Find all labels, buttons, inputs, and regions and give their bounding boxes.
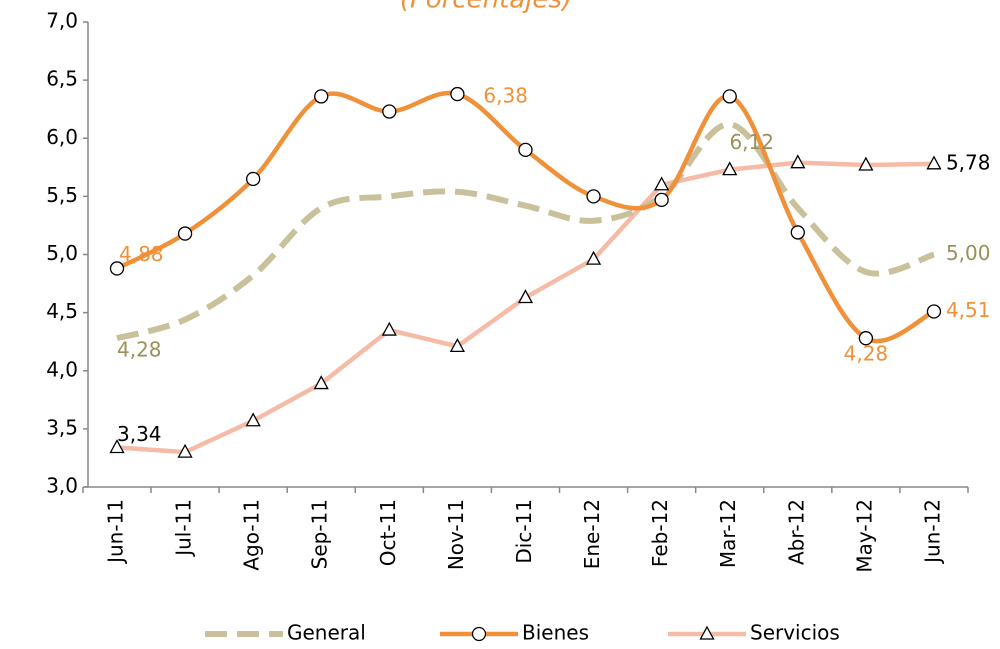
x-tick-label: Jul-11 xyxy=(172,499,196,558)
data-label: 3,34 xyxy=(117,422,162,446)
point-marker xyxy=(654,192,669,208)
point-marker xyxy=(654,176,670,191)
point-marker xyxy=(177,443,193,458)
y-tick-label: 4,0 xyxy=(46,357,78,381)
y-tick-label: 3,0 xyxy=(46,474,78,498)
point-marker xyxy=(449,337,465,352)
y-tick-label: 4,5 xyxy=(46,299,78,323)
legend-label: Servicios xyxy=(750,621,840,645)
point-marker xyxy=(109,261,125,276)
x-tick-label: Ago-11 xyxy=(240,499,264,571)
data-label: 5,00 xyxy=(946,241,991,265)
y-tick-label: 6,0 xyxy=(46,125,78,149)
data-label: 4,28 xyxy=(117,338,162,362)
point-marker xyxy=(450,86,465,102)
x-tick-label: Nov-11 xyxy=(444,499,468,570)
data-label: 5,78 xyxy=(946,150,991,174)
point-marker xyxy=(518,142,533,158)
data-label: 4,88 xyxy=(119,242,164,266)
x-tick-label: Dic-11 xyxy=(512,499,536,564)
point-marker xyxy=(722,161,738,176)
x-tick-label: Jun-12 xyxy=(920,499,944,565)
x-tick-label: Abr-12 xyxy=(784,499,808,565)
x-tick-label: Feb-12 xyxy=(648,499,672,567)
y-tick-label: 5,0 xyxy=(46,241,78,265)
chart-subtitle: (Porcentajes) xyxy=(400,0,572,15)
x-tick-label: Ene-12 xyxy=(580,499,604,569)
series-line xyxy=(116,121,935,342)
point-marker xyxy=(858,156,874,171)
point-marker xyxy=(517,289,534,304)
x-tick-label: Mar-12 xyxy=(716,499,740,568)
x-tick-label: Oct-11 xyxy=(376,499,400,566)
series-line xyxy=(115,90,935,344)
x-tick-label: Sep-11 xyxy=(308,499,332,569)
data-label: 6,12 xyxy=(729,130,774,154)
y-tick-label: 6,5 xyxy=(46,67,78,91)
point-marker xyxy=(926,155,942,170)
y-tick-label: 5,5 xyxy=(46,183,78,207)
x-tick-label: Jun-11 xyxy=(104,499,128,565)
point-marker xyxy=(585,250,602,265)
point-marker xyxy=(926,304,942,319)
point-marker xyxy=(313,375,329,390)
point-marker xyxy=(177,226,193,241)
y-tick-label: 3,5 xyxy=(46,415,78,439)
point-marker xyxy=(109,439,125,454)
point-marker xyxy=(586,189,601,204)
data-label: 4,28 xyxy=(844,342,889,366)
point-marker xyxy=(790,154,806,169)
x-tick-label: May-12 xyxy=(852,499,876,573)
legend-marker xyxy=(699,625,715,640)
legend-marker xyxy=(471,626,487,642)
y-tick-label: 7,0 xyxy=(46,9,78,33)
point-marker xyxy=(314,89,329,104)
data-label: 4,51 xyxy=(946,298,991,322)
point-marker xyxy=(246,171,261,187)
legend-label: General xyxy=(287,621,366,645)
point-marker xyxy=(858,331,874,346)
legend-label: Bienes xyxy=(522,621,589,645)
point-marker xyxy=(381,321,397,336)
point-marker xyxy=(722,89,737,104)
point-marker xyxy=(245,412,261,427)
point-marker xyxy=(790,225,805,240)
data-label: 6,38 xyxy=(483,84,528,108)
point-marker xyxy=(382,104,397,119)
